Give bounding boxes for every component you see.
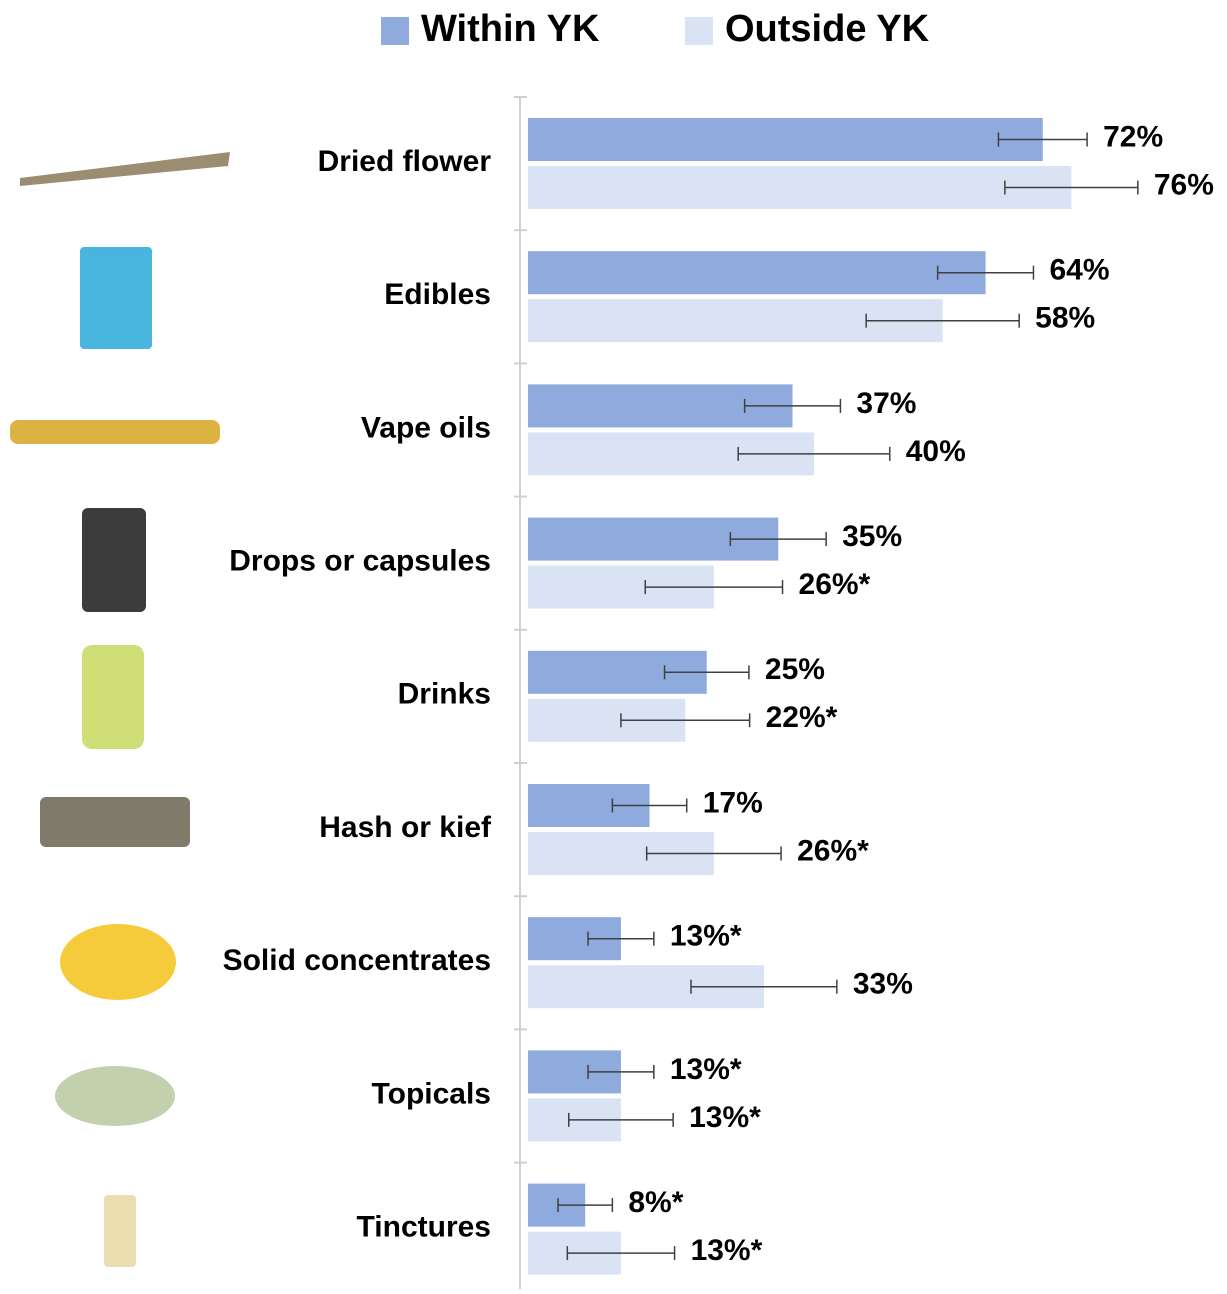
bar [528,118,1043,161]
value-label: 37% [856,387,916,420]
bar [528,166,1072,209]
error-bar [663,665,750,680]
value-label: 72% [1103,120,1163,153]
value-label: 8%* [628,1186,683,1219]
category-label: Dried flower [318,145,492,178]
icon-joint [20,152,230,186]
error-bar [644,580,784,595]
icon-bottle [82,508,146,612]
value-label: 13%* [670,920,742,953]
category-label: Vape oils [361,411,491,444]
error-bar [936,265,1035,280]
error-bar [1004,180,1139,195]
category-label: Topicals [372,1077,491,1110]
error-bar [997,132,1088,147]
bar [528,251,986,295]
error-bar [865,313,1020,328]
product-icons [10,152,230,1267]
value-label: 64% [1049,254,1109,287]
icon-can [82,645,144,749]
value-label: 22%* [766,701,838,734]
error-bar [587,931,655,946]
category-label: Solid concentrates [223,944,491,977]
category-label: Drinks [398,678,491,711]
value-label: 58% [1035,302,1095,335]
error-bar [557,1198,614,1213]
value-label: 25% [765,653,825,686]
error-bar [737,446,891,461]
value-label: 40% [906,435,966,468]
error-bar [620,713,751,728]
legend-label: Within YK [421,8,600,50]
icon-tincture [104,1195,136,1267]
category-label: Edibles [384,278,491,311]
icon-hash [40,797,190,847]
value-label: 13%* [670,1053,742,1086]
category-label: Hash or kief [319,811,492,844]
value-label: 26%* [799,568,871,601]
icon-concentrate [60,924,176,1000]
icon-vape [10,420,220,444]
value-label: 35% [842,520,902,553]
error-bar [690,979,838,994]
legend-swatch [381,17,409,45]
legend-label: Outside YK [725,8,930,50]
error-bar [729,532,827,547]
error-bar [645,846,782,861]
value-label: 13%* [689,1101,761,1134]
category-label: Drops or capsules [229,545,491,578]
value-label: 26%* [797,834,869,867]
category-label: Tinctures [357,1211,492,1244]
error-bar [568,1112,674,1127]
icon-tin [55,1066,175,1126]
error-bar [743,398,842,413]
legend-swatch [685,17,713,45]
error-bar [566,1246,676,1261]
value-label: 33% [853,968,913,1001]
icon-edibles [80,247,152,349]
error-bar [611,798,688,813]
value-label: 76% [1154,168,1214,201]
error-bar [587,1064,655,1079]
value-label: 13%* [691,1234,763,1267]
value-label: 17% [703,786,763,819]
